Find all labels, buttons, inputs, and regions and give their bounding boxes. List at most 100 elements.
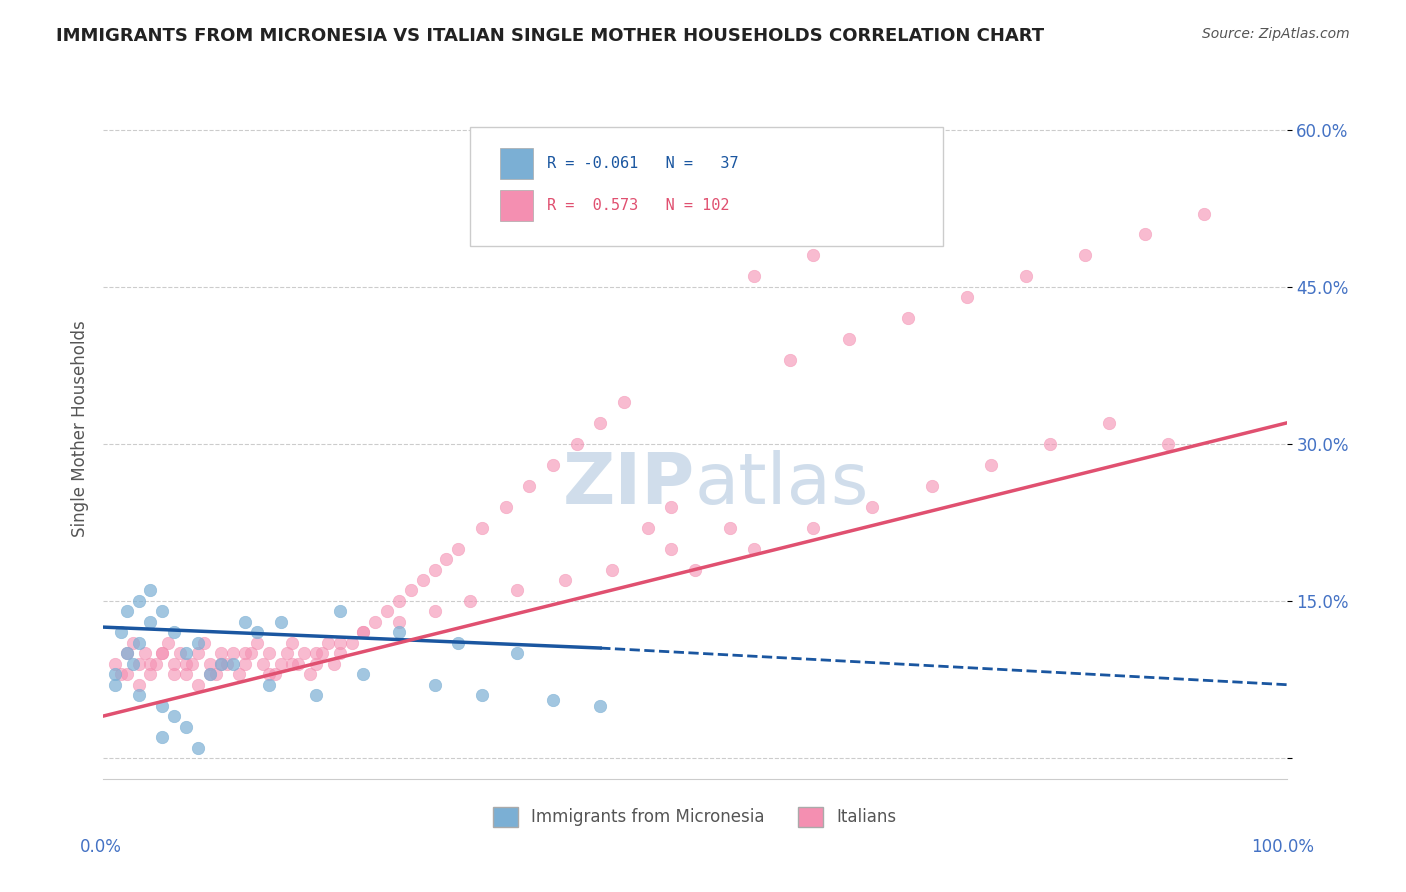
Point — [659, 500, 682, 514]
Point — [495, 500, 517, 514]
Point — [353, 667, 375, 681]
Point — [174, 657, 197, 671]
Point — [163, 709, 186, 723]
Point — [169, 646, 191, 660]
Point — [329, 604, 352, 618]
Point — [742, 269, 765, 284]
Point — [187, 646, 209, 660]
Point — [204, 667, 226, 681]
Point — [921, 206, 943, 220]
Point — [1074, 248, 1097, 262]
Point — [180, 657, 202, 671]
Point — [742, 541, 765, 556]
Point — [1157, 437, 1180, 451]
Point — [316, 636, 339, 650]
Point — [150, 730, 173, 744]
Point — [281, 657, 304, 671]
Point — [600, 562, 623, 576]
Point — [1192, 206, 1215, 220]
Point — [134, 646, 156, 660]
Point — [139, 615, 162, 629]
Point — [541, 458, 564, 472]
Point — [246, 636, 269, 650]
Point — [388, 594, 411, 608]
Point — [305, 646, 328, 660]
Point — [1098, 416, 1121, 430]
Point — [956, 290, 979, 304]
Point — [541, 693, 564, 707]
Point — [240, 646, 263, 660]
Point — [299, 667, 322, 681]
Point — [150, 646, 173, 660]
Point — [375, 604, 398, 618]
Point — [104, 657, 127, 671]
Point — [423, 678, 446, 692]
Point — [128, 594, 150, 608]
Point — [115, 667, 138, 681]
Point — [287, 657, 309, 671]
Point — [305, 657, 328, 671]
Point — [187, 636, 209, 650]
Point — [412, 573, 434, 587]
Point — [270, 657, 292, 671]
Point — [139, 667, 162, 681]
Point — [174, 646, 197, 660]
Point — [150, 604, 173, 618]
FancyBboxPatch shape — [470, 127, 943, 246]
Point — [110, 625, 132, 640]
Point — [683, 562, 706, 576]
Point — [506, 583, 529, 598]
Point — [860, 227, 883, 242]
Point — [211, 646, 233, 660]
Point — [897, 311, 920, 326]
Point — [860, 500, 883, 514]
Point — [263, 667, 285, 681]
Point — [517, 479, 540, 493]
Point — [233, 615, 256, 629]
Point — [423, 562, 446, 576]
Text: 0.0%: 0.0% — [80, 838, 122, 855]
Point — [447, 541, 470, 556]
Point — [187, 740, 209, 755]
Point — [198, 657, 221, 671]
Point — [589, 698, 612, 713]
Point — [139, 583, 162, 598]
Text: R = -0.061   N =   37: R = -0.061 N = 37 — [547, 155, 738, 170]
Point — [246, 625, 269, 640]
Point — [163, 657, 186, 671]
Point — [388, 615, 411, 629]
Point — [506, 646, 529, 660]
Point — [589, 416, 612, 430]
Point — [233, 646, 256, 660]
Point — [228, 667, 250, 681]
Point — [565, 437, 588, 451]
Point — [115, 646, 138, 660]
Point — [980, 458, 1002, 472]
Point — [471, 688, 494, 702]
Point — [423, 604, 446, 618]
Point — [128, 678, 150, 692]
Point — [779, 353, 801, 368]
Y-axis label: Single Mother Households: Single Mother Households — [72, 320, 89, 537]
Point — [115, 646, 138, 660]
Point — [434, 552, 457, 566]
Point — [110, 667, 132, 681]
Point — [292, 646, 315, 660]
Point — [305, 688, 328, 702]
Point — [145, 657, 167, 671]
Text: atlas: atlas — [695, 450, 869, 519]
Point — [121, 657, 143, 671]
Point — [471, 521, 494, 535]
Text: Source: ZipAtlas.com: Source: ZipAtlas.com — [1202, 27, 1350, 41]
Text: IMMIGRANTS FROM MICRONESIA VS ITALIAN SINGLE MOTHER HOUSEHOLDS CORRELATION CHART: IMMIGRANTS FROM MICRONESIA VS ITALIAN SI… — [56, 27, 1045, 45]
Point — [217, 657, 239, 671]
Legend: Immigrants from Micronesia, Italians: Immigrants from Micronesia, Italians — [486, 800, 903, 834]
Point — [554, 573, 576, 587]
Point — [128, 657, 150, 671]
Point — [211, 657, 233, 671]
Point — [257, 678, 280, 692]
Point — [128, 636, 150, 650]
Point — [921, 479, 943, 493]
Point — [364, 615, 387, 629]
Point — [163, 625, 186, 640]
